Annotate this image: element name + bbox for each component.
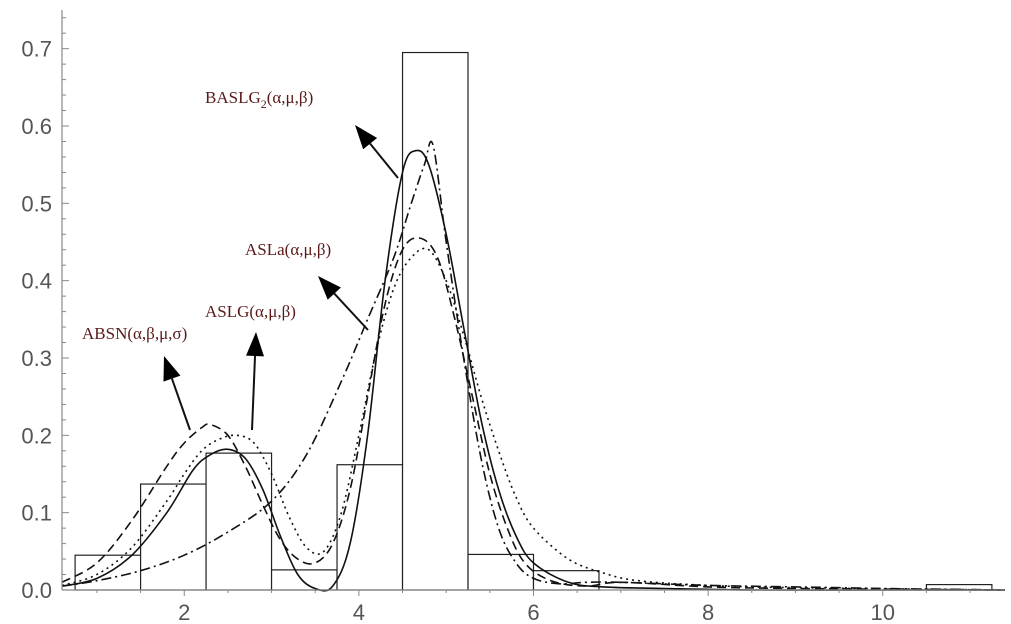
ticks: 2 4 6 8 10 0.0 0.1 0.2 0.3 0.4 0.5 0.6 0.7	[21, 17, 971, 624]
y-tick-label: 0.1	[21, 501, 52, 526]
histogram-bars	[74, 51, 993, 591]
density-curves	[61, 140, 1006, 592]
density-curve	[61, 236, 1006, 591]
x-tick-label: 6	[527, 600, 539, 624]
arrow-asla-head	[318, 276, 341, 300]
density-curve	[61, 140, 1006, 591]
y-tick-label: 0.6	[21, 114, 52, 139]
arrow-baslg2-head	[355, 125, 378, 150]
y-tick-label: 0.3	[21, 346, 52, 371]
arrow-baslg2-shaft	[369, 143, 399, 179]
arrow-aslg-shaft	[251, 355, 257, 431]
annotation-asla: ASLa(α,μ,β)	[245, 240, 331, 259]
y-tick-label: 0.5	[21, 191, 52, 216]
annotation-baslg2: BASLG2(α,μ,β)	[205, 88, 313, 111]
y-tick-label: 0.0	[21, 578, 52, 603]
histogram-bar	[270, 569, 338, 591]
annotation-absn: ABSN(α,β,μ,σ)	[82, 324, 187, 343]
y-tick-label: 0.7	[21, 37, 52, 62]
annotation-baslg2-main: BASLG	[205, 88, 261, 107]
arrow-absn-shaft	[171, 378, 191, 431]
arrow-absn-head	[163, 356, 181, 382]
arrow-aslg-head	[246, 332, 265, 357]
x-tick-label: 8	[702, 600, 714, 624]
arrow-asla-shaft	[333, 292, 369, 331]
histogram-bar	[532, 570, 600, 591]
x-tick-label: 10	[871, 600, 895, 624]
y-tick-label: 0.2	[21, 423, 52, 448]
y-tick-label: 0.4	[21, 269, 52, 294]
annotation-aslg: ASLG(α,μ,β)	[205, 302, 296, 321]
annotation-baslg2-tail: (α,μ,β)	[267, 88, 314, 107]
histogram-bar	[139, 483, 207, 591]
density-curve	[61, 247, 1006, 591]
x-tick-label: 2	[178, 600, 190, 624]
x-tick-label: 4	[353, 600, 365, 624]
annotation-baslg2-sub: 2	[261, 97, 267, 111]
histogram-bar	[336, 464, 404, 591]
annotation-arrows	[163, 125, 399, 431]
histogram-bar	[205, 452, 273, 591]
